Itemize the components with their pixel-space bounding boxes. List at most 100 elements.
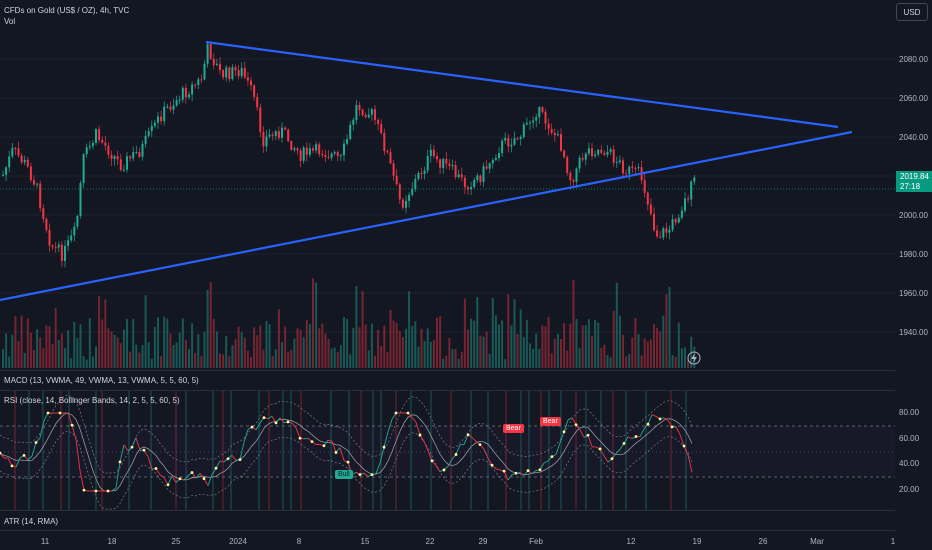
candle-body bbox=[358, 105, 361, 110]
currency-button[interactable]: USD bbox=[896, 3, 928, 21]
volume-bar bbox=[153, 327, 156, 368]
rsi-signal-dot bbox=[58, 411, 62, 415]
candle-body bbox=[448, 163, 451, 166]
pane-separator[interactable] bbox=[0, 390, 895, 391]
rsi-highlight-band bbox=[185, 391, 187, 510]
upper-trendline[interactable] bbox=[205, 40, 839, 129]
rsi-signal-dot bbox=[106, 489, 110, 493]
volume-bar bbox=[516, 334, 519, 368]
rsi-segment bbox=[303, 437, 309, 440]
pane-separator[interactable] bbox=[0, 370, 895, 371]
volume-bar bbox=[470, 318, 473, 368]
volume-bar bbox=[649, 339, 652, 368]
candle-body bbox=[352, 119, 355, 125]
volume-bar bbox=[501, 320, 504, 368]
lower-trendline[interactable] bbox=[0, 130, 853, 302]
candle-body bbox=[684, 198, 686, 211]
candle-body bbox=[175, 100, 178, 106]
rsi-highlight-band bbox=[258, 391, 260, 510]
price-axis-label: 2080.00 bbox=[899, 55, 928, 64]
rsi-highlight-band bbox=[360, 391, 362, 510]
rsi-segment bbox=[219, 460, 225, 463]
candle-body bbox=[169, 106, 172, 110]
candle-body bbox=[566, 157, 569, 173]
rsi-signal-dot bbox=[190, 471, 194, 474]
volume-legend[interactable]: Vol bbox=[4, 17, 16, 26]
rsi-segment bbox=[663, 417, 669, 421]
candle-body bbox=[88, 146, 91, 148]
candle-body bbox=[302, 147, 305, 161]
lightning-icon[interactable] bbox=[687, 351, 701, 365]
rsi-segment bbox=[39, 420, 45, 438]
candle-body bbox=[569, 172, 572, 181]
candle-body bbox=[677, 217, 680, 223]
volume-bar bbox=[572, 279, 575, 368]
volume-bar bbox=[129, 351, 132, 368]
candle-body bbox=[606, 151, 609, 155]
volume-bar bbox=[138, 352, 141, 368]
rsi-segment bbox=[123, 444, 129, 452]
volume-bar bbox=[166, 318, 169, 368]
rsi-segment bbox=[503, 470, 509, 481]
rsi-axis-label: 40.00 bbox=[899, 459, 920, 468]
volume-bar bbox=[519, 309, 522, 368]
rsi-segment bbox=[363, 472, 369, 477]
pane-separator[interactable] bbox=[0, 510, 895, 511]
volume-bar bbox=[594, 319, 597, 368]
candle-body bbox=[5, 167, 8, 175]
candle-body bbox=[553, 132, 556, 136]
rsi-segment bbox=[375, 462, 381, 474]
candle-body bbox=[135, 152, 138, 154]
rsi-segment bbox=[379, 446, 385, 464]
rsi-bollinger-upper bbox=[0, 394, 693, 474]
candle-body bbox=[225, 67, 228, 78]
candle-body bbox=[48, 230, 51, 246]
candle-body bbox=[256, 96, 259, 108]
volume-bar bbox=[197, 334, 200, 368]
volume-bar bbox=[250, 356, 252, 368]
volume-bar bbox=[429, 341, 432, 368]
volume-bar bbox=[454, 348, 457, 368]
candle-body bbox=[231, 67, 234, 80]
rsi-segment bbox=[587, 435, 593, 447]
candle-body bbox=[237, 70, 240, 77]
time-axis-label: 22 bbox=[425, 537, 435, 546]
candle-body bbox=[23, 159, 26, 163]
candle-body bbox=[209, 44, 212, 59]
volume-bar bbox=[277, 309, 280, 368]
macd-legend[interactable]: MACD (13, VWMA, 49, VWMA, 13, VWMA, 5, 5… bbox=[4, 376, 199, 385]
rsi-highlight-band bbox=[560, 391, 562, 510]
rsi-bollinger-lower bbox=[0, 430, 693, 510]
volume-bar bbox=[581, 325, 584, 368]
rsi-legend[interactable]: RSI (close, 14, Bollinger Bands, 14, 2, … bbox=[4, 396, 180, 405]
rsi-signal-dot bbox=[670, 425, 674, 429]
rsi-segment bbox=[495, 468, 501, 471]
price-chart[interactable] bbox=[0, 0, 895, 370]
candle-body bbox=[488, 163, 491, 169]
volume-bar bbox=[225, 336, 228, 368]
volume-bar bbox=[628, 354, 631, 368]
price-axis-label: 1980.00 bbox=[899, 250, 928, 259]
rsi-segment bbox=[67, 412, 73, 426]
candle-body bbox=[8, 156, 11, 168]
volume-bar bbox=[612, 310, 615, 368]
pane-separator[interactable] bbox=[0, 530, 895, 531]
candle-body bbox=[116, 156, 119, 160]
rsi-segment bbox=[295, 427, 301, 439]
rsi-highlight-band bbox=[101, 391, 103, 510]
candle-body bbox=[662, 228, 665, 238]
candle-body bbox=[57, 244, 60, 248]
volume-bar bbox=[321, 323, 324, 368]
candle-body bbox=[228, 67, 231, 80]
candle-body bbox=[578, 157, 581, 169]
symbol-title[interactable]: CFDs on Gold (US$ / OZ), 4h, TVC bbox=[4, 6, 130, 15]
rsi-pane[interactable] bbox=[0, 391, 895, 510]
rsi-segment bbox=[543, 460, 549, 464]
volume-bar bbox=[597, 322, 600, 368]
candle-body bbox=[293, 148, 296, 150]
candle-body bbox=[510, 144, 513, 147]
candle-body bbox=[411, 188, 414, 195]
atr-legend[interactable]: ATR (14, RMA) bbox=[4, 517, 59, 526]
rsi-highlight-band bbox=[28, 391, 30, 510]
candle-body bbox=[374, 109, 376, 120]
